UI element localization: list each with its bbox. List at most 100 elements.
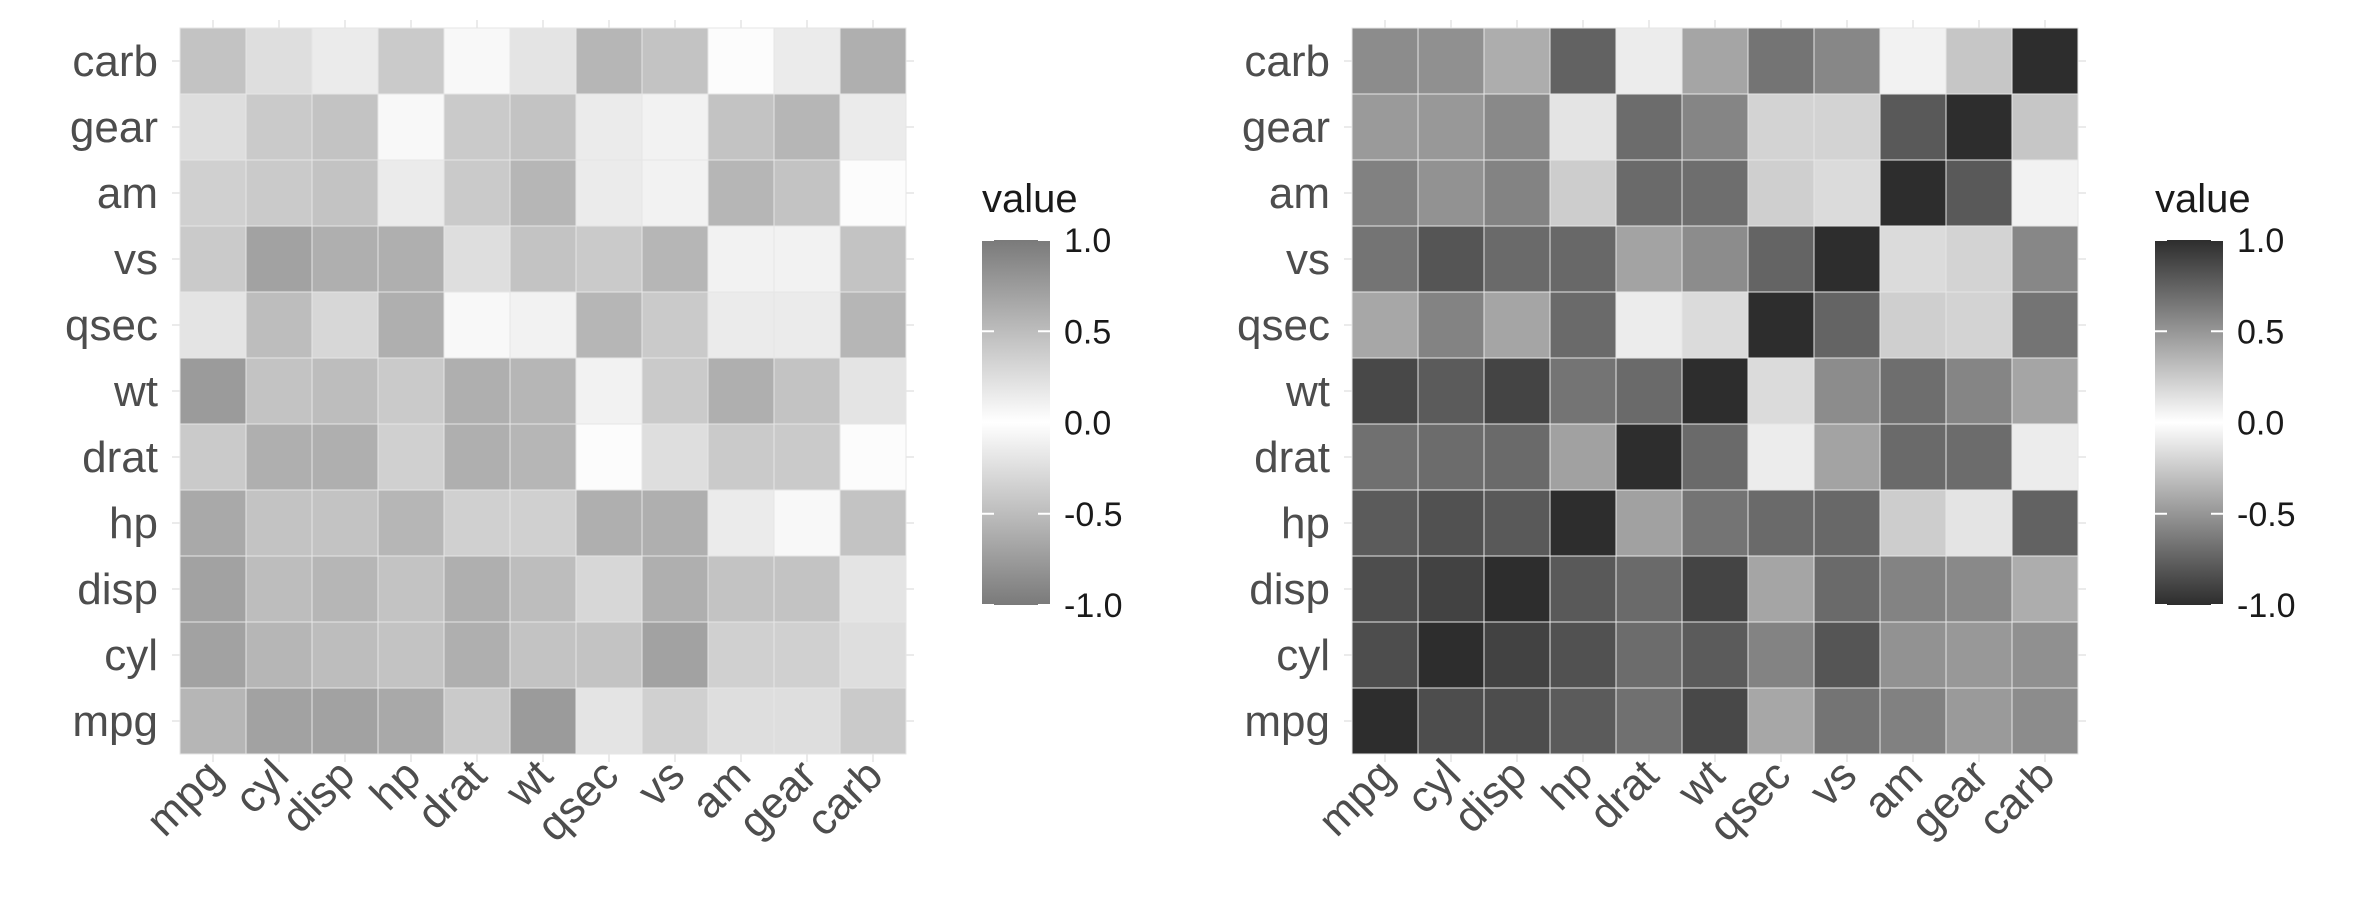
heatmap-cell-wt-wt [509,357,577,425]
heatmap-cell-vs-carb [839,225,907,293]
heatmap-cell-qsec-drat [443,291,511,359]
x-axis-label: disp [1444,750,1536,842]
heatmap-cell-vs-gear [1945,225,2013,293]
heatmap-cell-cyl-drat [443,621,511,689]
heatmap-cell-wt-disp [311,357,379,425]
heatmap-cell-qsec-mpg [1351,291,1419,359]
heatmap-cell-am-cyl [245,159,313,227]
heatmap-cell-mpg-mpg [179,687,247,755]
heatmap-cell-drat-disp [311,423,379,491]
heatmap-cell-am-cyl [1417,159,1485,227]
heatmap-cell-carb-disp [1483,27,1551,95]
heatmap-cell-gear-cyl [1417,93,1485,161]
heatmap-cell-disp-wt [509,555,577,623]
heatmap-cell-mpg-wt [509,687,577,755]
heatmap-cell-qsec-wt [509,291,577,359]
heatmap-cell-cyl-gear [773,621,841,689]
y-axis-label: qsec [65,301,158,350]
heatmap-cell-qsec-qsec [1747,291,1815,359]
heatmap-cell-gear-carb [2011,93,2079,161]
heatmap-cell-carb-gear [1945,27,2013,95]
heatmap-cell-vs-wt [509,225,577,293]
heatmap-cell-wt-gear [1945,357,2013,425]
y-axis-label: carb [1244,37,1330,86]
heatmap-cell-disp-drat [443,555,511,623]
y-axis-label: wt [1285,367,1330,416]
heatmap-cell-wt-am [1879,357,1947,425]
heatmap-cell-drat-vs [1813,423,1881,491]
legend-tick-label: -0.5 [1064,496,1123,534]
heatmap-cell-gear-qsec [575,93,643,161]
heatmap-cell-cyl-gear [1945,621,2013,689]
heatmap-cell-am-hp [1549,159,1617,227]
heatmap-cell-am-carb [2011,159,2079,227]
heatmap-cell-vs-drat [443,225,511,293]
heatmap-cell-drat-wt [1681,423,1749,491]
heatmap-cell-gear-gear [1945,93,2013,161]
heatmap-cell-vs-mpg [1351,225,1419,293]
right-legend: value 1.0 0.5 0.0 -0.5 -1.0 [2155,177,2296,625]
heatmap-cell-gear-disp [311,93,379,161]
heatmap-cell-disp-carb [2011,555,2079,623]
y-axis-label: vs [1286,235,1330,284]
heatmap-cell-am-gear [773,159,841,227]
heatmap-cell-disp-vs [1813,555,1881,623]
heatmap-cell-cyl-carb [2011,621,2079,689]
heatmap-cell-carb-mpg [1351,27,1419,95]
x-axis-label: mpg [137,750,232,845]
heatmap-cell-mpg-disp [311,687,379,755]
heatmap-cell-cyl-mpg [179,621,247,689]
heatmap-cell-mpg-cyl [1417,687,1485,755]
heatmap-cell-hp-carb [839,489,907,557]
heatmap-cell-vs-disp [311,225,379,293]
right-legend-ticks: 1.0 0.5 0.0 -0.5 -1.0 [2155,222,2296,625]
heatmap-cell-drat-carb [2011,423,2079,491]
heatmap-cell-vs-hp [1549,225,1617,293]
heatmap-cell-qsec-vs [1813,291,1881,359]
y-axis-label: am [97,169,158,218]
heatmap-cell-wt-mpg [1351,357,1419,425]
heatmap-cell-carb-hp [1549,27,1617,95]
heatmap-cell-carb-hp [377,27,445,95]
heatmap-cell-gear-am [1879,93,1947,161]
heatmap-cell-cyl-cyl [1417,621,1485,689]
heatmap-cell-mpg-drat [443,687,511,755]
heatmap-cell-disp-hp [377,555,445,623]
heatmap-cell-am-vs [1813,159,1881,227]
y-axis-label: disp [77,565,158,614]
x-axis-label: qsec [528,750,628,850]
heatmap-cell-am-mpg [179,159,247,227]
x-axis-label: disp [272,750,364,842]
heatmap-cell-drat-mpg [1351,423,1419,491]
heatmap-cell-drat-gear [1945,423,2013,491]
heatmap-cell-qsec-cyl [1417,291,1485,359]
heatmap-cell-vs-wt [1681,225,1749,293]
heatmap-cell-carb-vs [1813,27,1881,95]
heatmap-cell-mpg-carb [2011,687,2079,755]
heatmap-cell-vs-hp [377,225,445,293]
heatmap-cell-gear-gear [773,93,841,161]
heatmap-cell-disp-gear [1945,555,2013,623]
y-axis-label: hp [1281,499,1330,548]
heatmap-cell-cyl-disp [311,621,379,689]
heatmap-cell-mpg-vs [1813,687,1881,755]
heatmap-cell-mpg-am [1879,687,1947,755]
heatmap-cell-am-am [707,159,775,227]
heatmap-cell-mpg-disp [1483,687,1551,755]
heatmap-cell-hp-vs [1813,489,1881,557]
left-y-axis-labels: carb gear am vs qsec wt drat hp disp cyl mpg [65,37,158,746]
heatmap-cell-drat-disp [1483,423,1551,491]
y-axis-label: mpg [1244,697,1330,746]
legend-tick-label: 0.0 [2237,405,2284,443]
heatmap-cell-am-carb [839,159,907,227]
y-axis-label: carb [72,37,158,86]
heatmap-cell-wt-vs [641,357,709,425]
heatmap-cell-vs-am [1879,225,1947,293]
left-legend-ticks: 1.0 0.5 0.0 -0.5 -1.0 [982,222,1123,625]
heatmap-cell-vs-mpg [179,225,247,293]
heatmap-cell-vs-cyl [245,225,313,293]
